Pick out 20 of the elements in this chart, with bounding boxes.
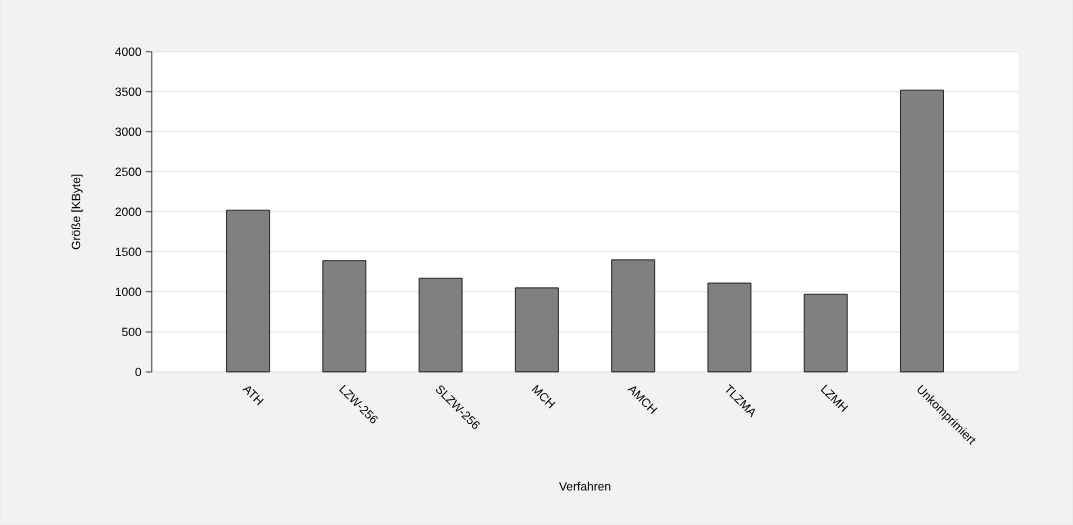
bar	[514, 287, 559, 373]
bar	[707, 282, 752, 373]
x-axis-title: Verfahren	[559, 481, 611, 491]
x-tick-label: ATH	[242, 386, 264, 406]
bar	[611, 259, 656, 373]
y-tick-label: 4000	[115, 47, 142, 57]
bar	[418, 278, 463, 373]
y-tick-label: 3500	[115, 87, 142, 97]
y-tick-label: 0	[135, 367, 142, 377]
y-tick-label: 2500	[115, 167, 142, 177]
y-tick-label: 3000	[115, 127, 142, 137]
y-tick-label: 1500	[115, 247, 142, 257]
y-axis-title: Größe [KByte]	[71, 174, 83, 250]
y-tick-label: 500	[122, 327, 142, 337]
y-tick-label: 2000	[115, 207, 142, 217]
bar	[226, 209, 270, 373]
bar	[322, 260, 367, 373]
bar	[900, 89, 944, 373]
y-tick-label: 1000	[115, 287, 142, 297]
bar	[803, 294, 848, 373]
